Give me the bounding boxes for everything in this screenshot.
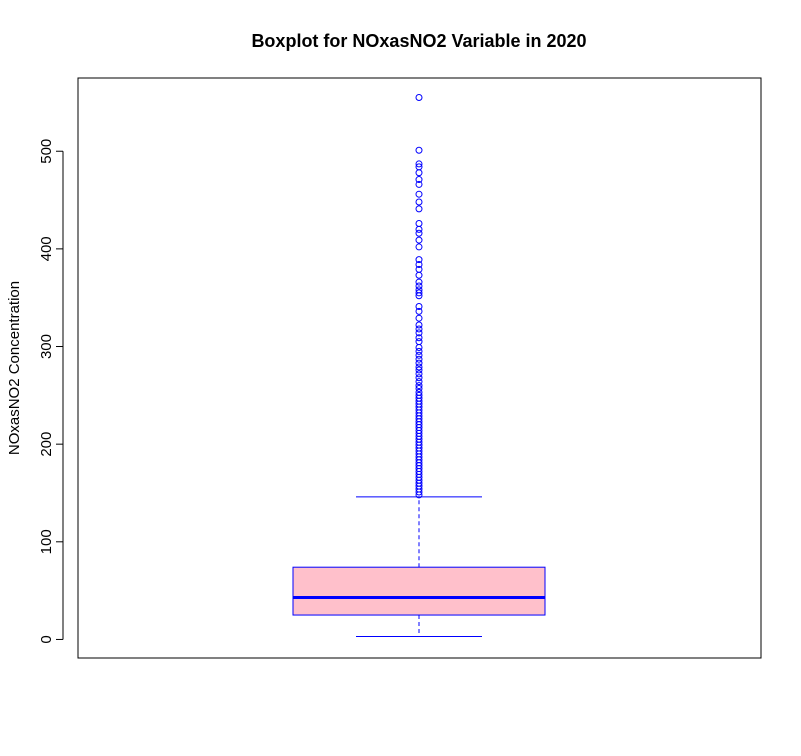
outlier-point (415, 180, 423, 188)
outlier-point (415, 160, 423, 168)
y-tick-label: 0 (38, 635, 55, 643)
outlier-point (415, 329, 423, 337)
outlier-point (415, 302, 423, 310)
outlier-point (415, 260, 423, 268)
outlier-point (415, 229, 423, 237)
outlier-point (415, 338, 423, 346)
outlier-point (415, 385, 423, 393)
y-tick-label: 400 (38, 236, 55, 261)
y-tick-label: 300 (38, 334, 55, 359)
outlier-point (415, 334, 423, 342)
y-tick-label: 500 (38, 139, 55, 164)
outlier-point (415, 94, 423, 102)
outlier-point (415, 366, 423, 374)
chart-title: Boxplot for NOxasNO2 Variable in 2020 (251, 31, 586, 51)
outlier-point (415, 325, 423, 333)
outlier-point (415, 243, 423, 251)
y-tick-label: 100 (38, 529, 55, 554)
outlier-point (415, 382, 423, 390)
outlier-point (415, 378, 423, 386)
y-tick-label: 200 (38, 432, 55, 457)
outlier-point (415, 347, 423, 355)
outlier-point (415, 351, 423, 359)
outlier-point (415, 307, 423, 315)
outlier-point (415, 355, 423, 363)
outlier-point (415, 190, 423, 198)
outlier-point (415, 278, 423, 286)
outlier-point (415, 314, 423, 322)
outlier-point (415, 205, 423, 213)
boxplot-group (292, 496, 546, 638)
outlier-point (415, 321, 423, 329)
outlier-point (415, 198, 423, 206)
outlier-point (415, 363, 423, 371)
outlier-point (415, 359, 423, 367)
outlier-point (415, 176, 423, 184)
outlier-point (415, 271, 423, 279)
outlier-point (415, 488, 423, 496)
outlier-point (415, 219, 423, 227)
outlier-point (415, 236, 423, 244)
outlier-point (415, 289, 423, 297)
iqr-box (292, 566, 546, 616)
plot-frame (77, 77, 762, 659)
y-axis: 0 100 200 300 400 500 (38, 139, 64, 644)
outlier-point (415, 292, 423, 300)
outlier-point (415, 374, 423, 382)
outlier-point (415, 256, 423, 264)
outlier-point (415, 146, 423, 154)
y-axis-label: NOxasNO2 Concentration (6, 281, 23, 455)
outlier-point (415, 370, 423, 378)
outlier-point (415, 282, 423, 290)
outliers-group (415, 94, 423, 499)
outlier-point (415, 343, 423, 351)
outlier-point (415, 169, 423, 177)
outlier-point (415, 491, 423, 499)
outlier-point (415, 225, 423, 233)
